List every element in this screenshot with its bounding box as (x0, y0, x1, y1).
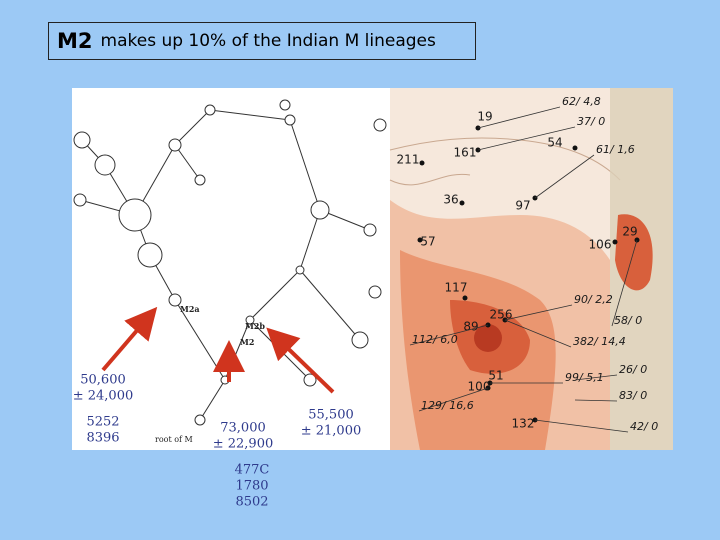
map-frequency: 61/ 1,6 (596, 143, 635, 156)
annotation: ± 24,000 (73, 389, 134, 404)
annotation: 1780 (235, 479, 268, 494)
map-count: 211 (397, 153, 420, 167)
map-count: 57 (420, 235, 435, 249)
map-frequency: 42/ 0 (630, 420, 658, 433)
leader-line (574, 399, 618, 402)
map-count: 117 (445, 281, 468, 295)
map-count: 106 (589, 238, 612, 252)
map-count: 100 (468, 380, 491, 394)
map-count: 97 (515, 199, 530, 213)
annotation: ± 22,900 (213, 437, 274, 452)
map-dot (462, 295, 468, 301)
annotation: 477C (235, 463, 270, 478)
leader-line (611, 239, 638, 327)
leader-line (534, 419, 629, 433)
annotation: ± 21,000 (301, 424, 362, 439)
map-frequency: 99/ 5,1 (565, 371, 604, 384)
map-dot (459, 200, 465, 206)
map-dot (417, 237, 423, 243)
leader-line (477, 106, 561, 129)
annotation: 55,500 (308, 408, 354, 423)
map-frequency: 62/ 4,8 (562, 95, 601, 108)
leader-line (534, 154, 595, 199)
map-count: 19 (477, 110, 492, 124)
annotation: 50,600 (80, 373, 126, 388)
tree-label: root of M (155, 435, 193, 444)
map-count: 132 (512, 417, 535, 431)
map-count: 36 (443, 193, 458, 207)
title-bold: M2 (57, 29, 93, 53)
map-count: 54 (547, 136, 562, 150)
map-frequency: 58/ 0 (614, 314, 642, 327)
map-count: 51 (488, 369, 503, 383)
map-frequency: 26/ 0 (619, 363, 647, 376)
leader-line (504, 319, 572, 348)
annotation: 73,000 (220, 421, 266, 436)
annotation: 8396 (86, 431, 119, 446)
map-count: 29 (622, 225, 637, 239)
map-dot (572, 145, 578, 151)
leader-line (477, 126, 576, 151)
leader-line (409, 324, 489, 346)
map-frequency: 382/ 14,4 (573, 335, 626, 348)
map-frequency: 37/ 0 (577, 115, 605, 128)
tree-panel (72, 88, 390, 450)
map-count: 161 (454, 146, 477, 160)
map-shade (474, 324, 502, 352)
title-text: makes up 10% of the Indian M lineages (100, 31, 436, 51)
arrow (101, 306, 158, 372)
leader-line (574, 374, 618, 381)
tree-label: M2 (240, 337, 254, 347)
title-box: M2 makes up 10% of the Indian M lineages (48, 22, 476, 60)
leader-line (418, 387, 489, 412)
map-frequency: 112/ 6,0 (412, 333, 458, 346)
map-frequency: 90/ 2,2 (574, 293, 613, 306)
tree-label: M2b (245, 321, 265, 331)
map-frequency: 129/ 16,6 (421, 399, 474, 412)
map-dot (419, 160, 425, 166)
annotation: 5252 (86, 415, 119, 430)
map-dot (612, 239, 618, 245)
map-count: 89 (463, 320, 478, 334)
map-count: 256 (490, 308, 513, 322)
annotation: 8502 (235, 495, 268, 510)
arrow (266, 327, 335, 394)
tree-label: M2a (180, 304, 200, 314)
map-frequency: 83/ 0 (619, 389, 647, 402)
leader-line (504, 304, 573, 321)
